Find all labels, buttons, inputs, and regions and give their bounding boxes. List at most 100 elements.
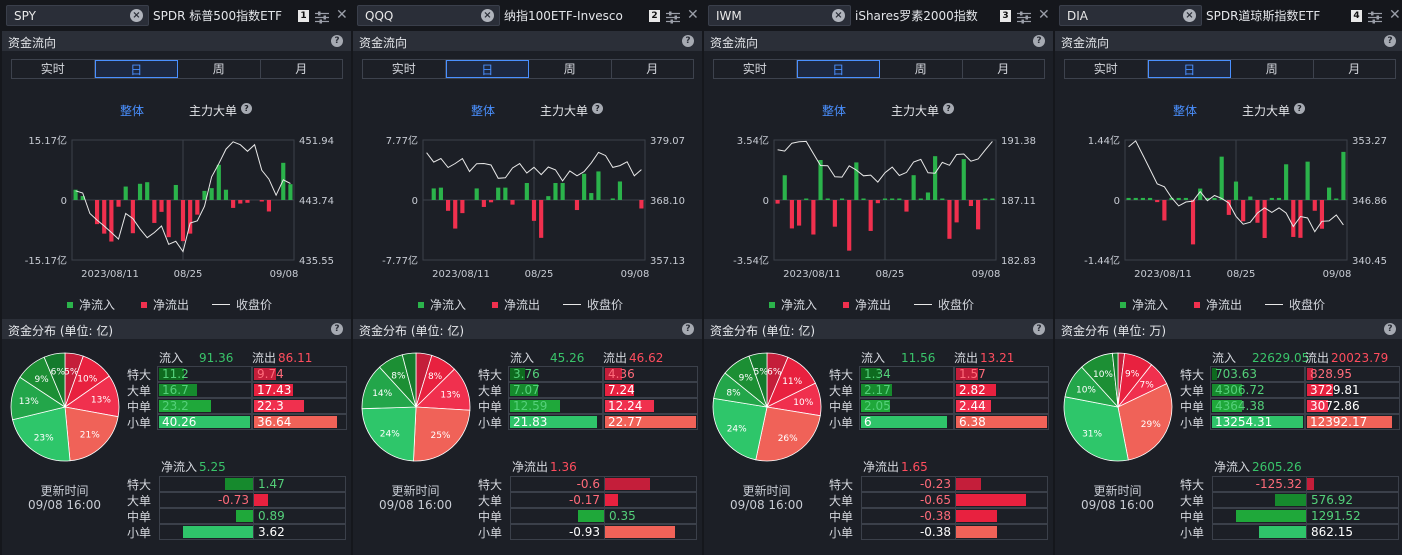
tab-realtime[interactable]: 实时: [1065, 60, 1148, 78]
flow-bar: [1327, 187, 1332, 200]
pie-slice-label: 9%: [34, 375, 49, 385]
inflow-cell: 16.7: [157, 382, 252, 398]
price-swatch: [914, 304, 932, 305]
flow-bar: [123, 186, 128, 200]
clear-icon[interactable]: ×: [832, 9, 845, 22]
flow-bar: [839, 198, 845, 200]
help-icon[interactable]: ?: [682, 35, 694, 47]
distribution-row: 中单 2.05 2.44: [829, 398, 1053, 414]
tab-week[interactable]: 周: [178, 60, 261, 78]
security-name: SPDR道琼斯指数ETF: [1206, 9, 1321, 23]
panel-tab-bar: IWM × iShares罗素2000指数 3 ✕: [704, 0, 1053, 31]
net-flow-value: 862.15: [1311, 525, 1353, 539]
close-panel-icon[interactable]: ✕: [687, 7, 699, 23]
tab-month[interactable]: 月: [1348, 62, 1361, 76]
tab-day[interactable]: 日: [1147, 60, 1231, 78]
help-icon[interactable]: ?: [592, 103, 603, 114]
tab-week[interactable]: 周: [529, 60, 612, 78]
tab-month[interactable]: 月: [646, 62, 659, 76]
clear-icon[interactable]: ×: [481, 9, 494, 22]
pie-slice-label: 8%: [726, 389, 741, 399]
net-bar-center: [1306, 509, 1307, 523]
settings-sliders-icon[interactable]: [315, 9, 329, 24]
flow-bar: [474, 188, 479, 200]
settings-sliders-icon[interactable]: [1368, 9, 1382, 24]
order-size-label: 大单: [1180, 384, 1205, 398]
flow-bar: [818, 159, 823, 200]
mode-overall-button[interactable]: 整体: [1173, 104, 1198, 118]
left-axis-top-label: 3.54亿: [737, 134, 769, 147]
help-icon[interactable]: ?: [943, 103, 954, 114]
chart-legend: 净流入 净流出 收盘价: [2, 296, 351, 312]
symbol-input[interactable]: QQQ ×: [357, 5, 500, 26]
flow-bar: [109, 200, 114, 242]
symbol-input[interactable]: IWM ×: [708, 5, 851, 26]
help-icon[interactable]: ?: [1384, 323, 1396, 335]
flow-bar: [510, 200, 515, 205]
net-bar-track: 0.89: [159, 508, 346, 524]
update-time-label: 更新时间: [1093, 484, 1142, 498]
flow-bar: [1162, 200, 1167, 221]
net-outflow-bar: [956, 494, 1026, 506]
outflow-bar: [605, 368, 623, 380]
left-axis-top-label: 15.17亿: [28, 134, 67, 147]
flow-bar: [925, 192, 931, 200]
order-size-label: 小单: [478, 416, 503, 430]
mode-overall-button[interactable]: 整体: [822, 104, 847, 118]
tab-realtime[interactable]: 实时: [363, 60, 446, 78]
mode-main-force-button[interactable]: 主力大单: [1242, 104, 1291, 118]
close-panel-icon[interactable]: ✕: [336, 7, 348, 23]
tab-day[interactable]: 日: [94, 60, 178, 78]
clear-icon[interactable]: ×: [1183, 9, 1196, 22]
settings-sliders-icon[interactable]: [666, 9, 680, 24]
flow-bar: [1198, 188, 1203, 200]
close-panel-icon[interactable]: ✕: [1389, 7, 1401, 23]
tab-day[interactable]: 日: [445, 60, 529, 78]
help-icon[interactable]: ?: [331, 323, 343, 335]
inflow-value: 7.07: [513, 383, 540, 397]
close-panel-icon[interactable]: ✕: [1038, 7, 1050, 23]
flow-bar: [1155, 200, 1160, 203]
flow-bar: [116, 200, 121, 207]
help-icon[interactable]: ?: [682, 323, 694, 335]
tab-month[interactable]: 月: [295, 62, 308, 76]
inflow-value: 21.83: [513, 415, 548, 429]
help-icon[interactable]: ?: [331, 35, 343, 47]
clear-icon[interactable]: ×: [130, 9, 143, 22]
fund-panel-qqq: QQQ × 纳指100ETF-Invesco 2 ✕ 资金流向? 实时日周 月整体 主力大单? 7…: [353, 0, 702, 555]
flow-bar: [897, 198, 902, 200]
tab-month[interactable]: 月: [997, 62, 1010, 76]
help-icon[interactable]: ?: [1294, 103, 1305, 114]
fund-flow-title: 资金流向: [1061, 36, 1110, 50]
mode-main-force-button[interactable]: 主力大单: [189, 104, 238, 118]
tab-day[interactable]: 日: [796, 60, 880, 78]
x-axis-end-label: 09/08: [1323, 269, 1352, 280]
outflow-cell: 17.43: [252, 382, 347, 398]
order-size-label: 特大: [829, 478, 854, 492]
net-flow-row: 中单 -0.38: [829, 508, 1053, 524]
tab-week[interactable]: 周: [880, 60, 963, 78]
tab-week[interactable]: 周: [1231, 60, 1314, 78]
inflow-bar: [861, 384, 892, 396]
help-icon[interactable]: ?: [1033, 323, 1045, 335]
tab-realtime[interactable]: 实时: [12, 60, 95, 78]
inflow-cell: 3.76: [508, 366, 603, 382]
mode-overall-button[interactable]: 整体: [471, 104, 496, 118]
symbol-input[interactable]: DIA ×: [1059, 5, 1202, 26]
order-size-label: 小单: [127, 416, 152, 430]
flow-bar: [159, 200, 164, 212]
outflow-total-value: 86.11: [278, 351, 313, 365]
help-icon[interactable]: ?: [241, 103, 252, 114]
fund-panel-iwm: IWM × iShares罗素2000指数 3 ✕ 资金流向? 实时日周 月整体 主力大单? 3.…: [704, 0, 1053, 555]
flow-bar: [288, 184, 293, 200]
outflow-value: 3729.81: [1310, 383, 1360, 397]
mode-overall-button[interactable]: 整体: [120, 104, 145, 118]
mode-main-force-button[interactable]: 主力大单: [540, 104, 589, 118]
mode-main-force-button[interactable]: 主力大单: [891, 104, 940, 118]
tab-realtime[interactable]: 实时: [714, 60, 797, 78]
settings-sliders-icon[interactable]: [1017, 9, 1031, 24]
symbol-input[interactable]: SPY ×: [6, 5, 149, 26]
help-icon[interactable]: ?: [1033, 35, 1045, 47]
outflow-cell: 828.95: [1305, 366, 1400, 382]
help-icon[interactable]: ?: [1384, 35, 1396, 47]
